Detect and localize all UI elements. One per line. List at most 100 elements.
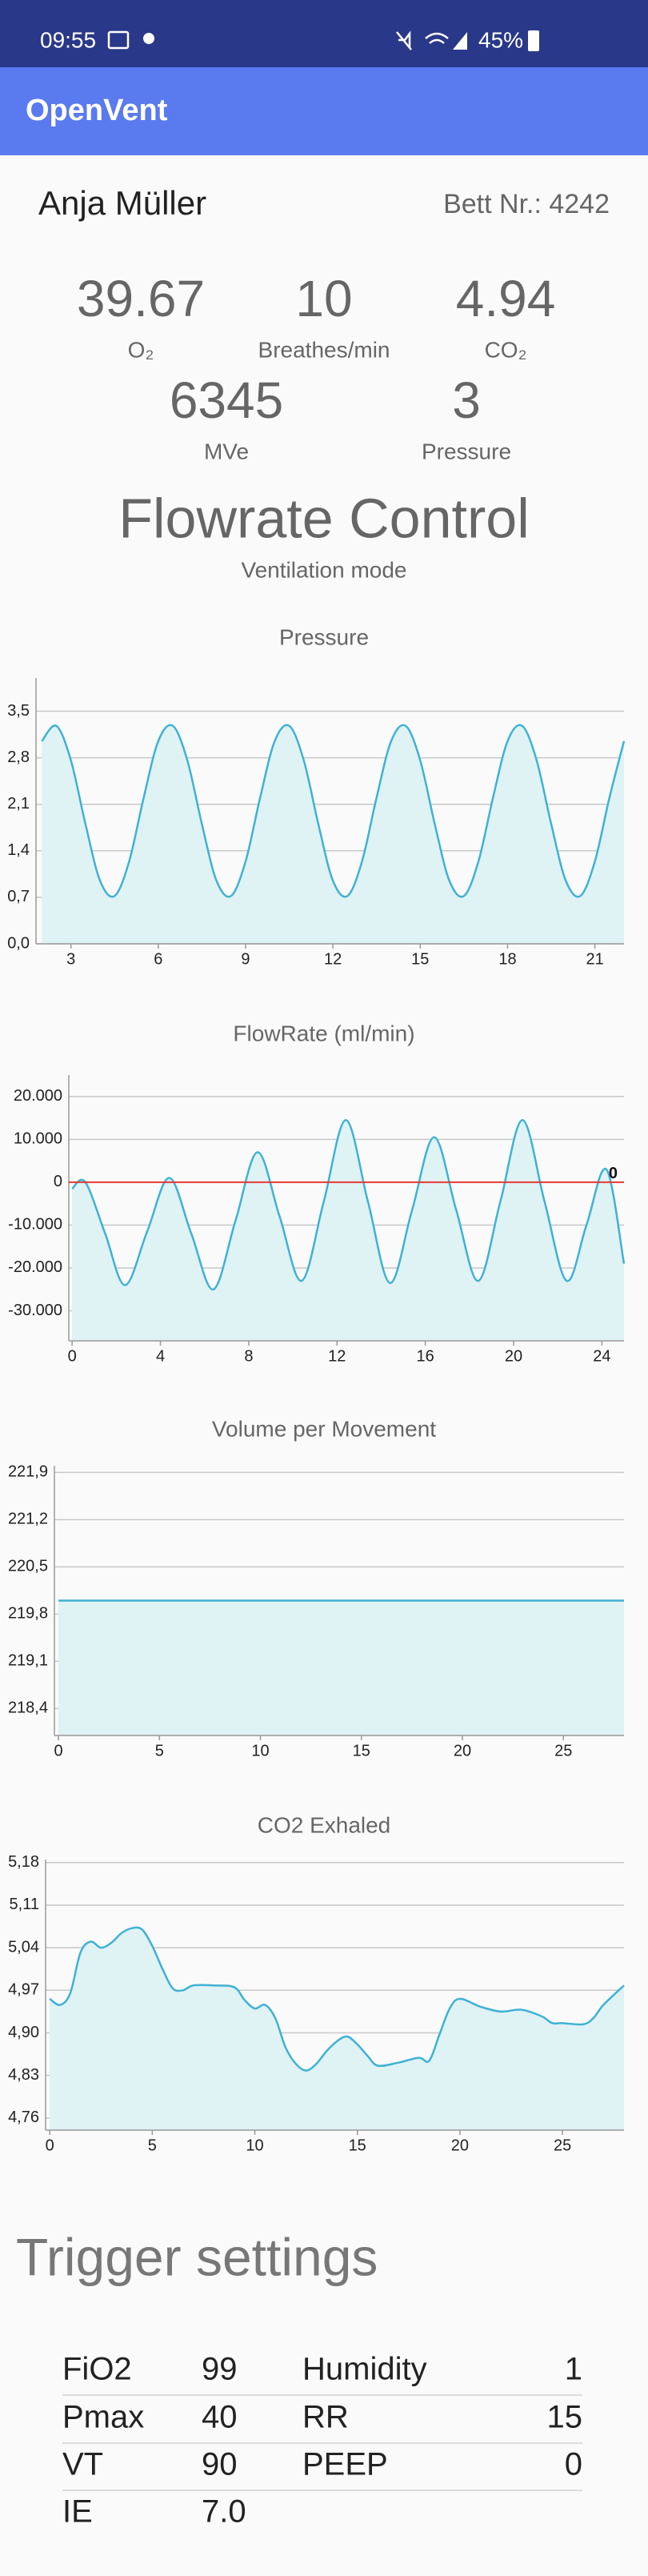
mode-value: Flowrate Control: [118, 487, 530, 549]
app-bar: [0, 67, 648, 155]
line: [41, 724, 626, 898]
metric-value: 6345: [170, 371, 283, 429]
setting-value: 0: [565, 2447, 582, 2482]
trigger-title: Trigger settings: [16, 2227, 378, 2286]
metric-label: O₂: [128, 337, 154, 362]
area-fill: [72, 1120, 625, 1341]
wifi-icon: [425, 32, 449, 44]
setting-value: 99: [202, 2352, 238, 2387]
y-tick-label: -30.000: [8, 1302, 62, 1319]
setting-label: FiO2: [62, 2352, 132, 2387]
x-tick-label: 4: [156, 1347, 165, 1365]
area-fill: [58, 1600, 625, 1735]
x-tick-label: 10: [246, 2137, 263, 2154]
y-tick-label: 219,1: [8, 1652, 48, 1670]
y-tick-label: 0,0: [7, 934, 30, 952]
line: [71, 1118, 626, 1290]
y-tick-label: 5,04: [8, 1938, 39, 1956]
gallery-icon: [107, 30, 130, 50]
setting-label: Pmax: [62, 2400, 144, 2435]
signal-icon: [453, 32, 467, 50]
y-tick-label: 2,8: [7, 748, 30, 766]
y-tick-label: 0,7: [7, 888, 30, 905]
x-tick-label: 0: [68, 1347, 77, 1365]
setting-label: IE: [62, 2494, 93, 2530]
x-tick-label: 20: [454, 1742, 471, 1759]
status-time: 09:55: [40, 27, 96, 52]
y-tick-label: 220,5: [8, 1558, 48, 1575]
x-tick-label: 9: [241, 950, 250, 968]
y-tick-label: 3,5: [7, 702, 30, 720]
x-tick-label: 12: [328, 1347, 346, 1365]
x-tick-label: 20: [505, 1347, 522, 1365]
setting-label: PEEP: [302, 2447, 388, 2482]
y-tick-label: 219,8: [8, 1605, 48, 1623]
x-tick-label: 5: [155, 1742, 164, 1759]
x-tick-label: 15: [411, 950, 429, 968]
bulb-icon: [143, 33, 154, 44]
y-tick-label: 4,83: [8, 2066, 39, 2084]
metric-label: CO₂: [485, 337, 527, 362]
y-tick-label: 5,11: [10, 1896, 39, 1913]
x-tick-label: 15: [353, 1742, 370, 1759]
setting-value: 90: [202, 2447, 238, 2482]
y-tick-label: 1,4: [7, 841, 30, 859]
metric-value: 39.67: [77, 270, 205, 327]
x-tick-label: 0: [46, 2137, 54, 2154]
y-tick-label: 4,90: [8, 2024, 39, 2041]
setting-label: VT: [62, 2447, 103, 2482]
y-tick-label: -20.000: [8, 1258, 62, 1276]
y-tick-label: 218,4: [8, 1699, 48, 1717]
area-fill: [42, 724, 625, 944]
x-tick-label: 25: [554, 2137, 571, 2154]
metric-value: 4.94: [456, 270, 556, 327]
metric-label: MVe: [204, 439, 249, 463]
y-tick-label: 4,76: [8, 2109, 39, 2126]
y-tick-label: 221,2: [8, 1511, 48, 1528]
chart-title: CO2 Exhaled: [258, 1812, 391, 1837]
x-tick-label: 10: [251, 1742, 269, 1759]
metrics: 39.67 O₂ 10 Breathes/min 4.94 CO₂ 6345 M…: [77, 270, 555, 582]
y-tick-label: 20.000: [14, 1087, 62, 1105]
x-tick-label: 0: [54, 1742, 62, 1759]
y-tick-label: 4,97: [8, 1981, 39, 1999]
setting-value: 7.0: [202, 2494, 246, 2530]
mode-label: Ventilation mode: [241, 557, 406, 582]
y-tick-label: 5,18: [8, 1853, 39, 1871]
app-title: OpenVent: [26, 94, 168, 127]
x-tick-label: 25: [554, 1742, 572, 1759]
status-bar: [0, 0, 648, 67]
setting-label: Humidity: [302, 2352, 427, 2387]
metric-value: 10: [295, 270, 352, 327]
setting-label: RR: [302, 2400, 349, 2435]
setting-value: 40: [202, 2400, 238, 2435]
x-tick-label: 15: [349, 2137, 366, 2154]
x-tick-label: 20: [451, 2137, 469, 2154]
y-tick-label: 10.000: [14, 1130, 62, 1148]
y-tick-label: 221,9: [8, 1463, 48, 1481]
x-tick-label: 6: [154, 950, 162, 968]
setting-value: 15: [547, 2400, 583, 2435]
battery-icon: [528, 30, 539, 51]
setting-value: 1: [565, 2352, 582, 2387]
x-tick-label: 8: [244, 1347, 253, 1365]
area-fill: [50, 1927, 624, 2130]
chart-title: Volume per Movement: [212, 1416, 436, 1441]
x-tick-label: 3: [66, 950, 75, 968]
patient-name: Anja Müller: [38, 184, 206, 222]
y-tick-label: 0: [54, 1173, 62, 1190]
bed-number: Bett Nr.: 4242: [443, 189, 610, 219]
mute-icon: [396, 30, 412, 50]
x-tick-label: 21: [586, 950, 603, 968]
y-tick-label: 2,1: [7, 795, 30, 813]
x-tick-label: 5: [148, 2137, 157, 2154]
chart-title: FlowRate (ml/min): [233, 1021, 414, 1045]
metric-value: 3: [452, 371, 481, 429]
chart-title: Pressure: [279, 624, 369, 649]
x-tick-label: 12: [324, 950, 342, 968]
x-tick-label: 18: [498, 950, 516, 968]
y-tick-label: -10.000: [8, 1216, 62, 1234]
line: [49, 1926, 625, 2072]
battery-text: 45%: [478, 27, 523, 52]
